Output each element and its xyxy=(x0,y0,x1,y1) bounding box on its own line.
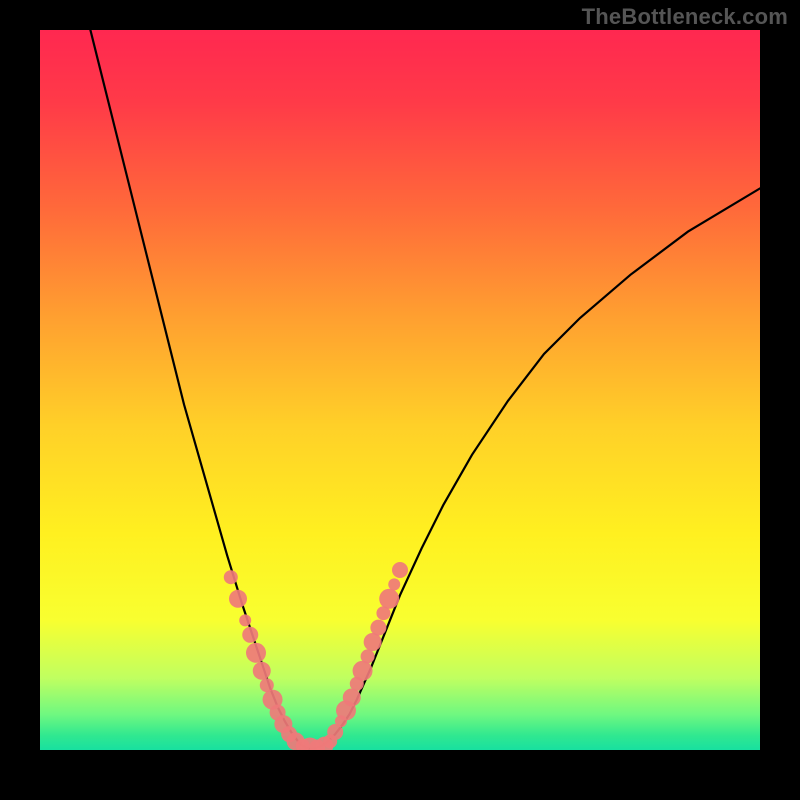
overlay-dot xyxy=(343,688,361,706)
plot-background xyxy=(40,30,760,750)
overlay-dot xyxy=(388,578,400,590)
chart-stage: TheBottleneck.com xyxy=(0,0,800,800)
overlay-dot xyxy=(229,590,247,608)
overlay-dot xyxy=(224,570,238,584)
overlay-dot xyxy=(361,649,375,663)
overlay-dot xyxy=(242,627,258,643)
overlay-dot xyxy=(364,633,382,651)
overlay-dot xyxy=(246,643,266,663)
overlay-dot xyxy=(379,589,399,609)
chart-canvas xyxy=(0,0,800,800)
overlay-dot xyxy=(239,614,251,626)
overlay-dot xyxy=(253,662,271,680)
overlay-dot xyxy=(353,661,373,681)
overlay-dot xyxy=(392,562,408,578)
overlay-dot xyxy=(370,620,386,636)
watermark-text: TheBottleneck.com xyxy=(582,4,788,30)
